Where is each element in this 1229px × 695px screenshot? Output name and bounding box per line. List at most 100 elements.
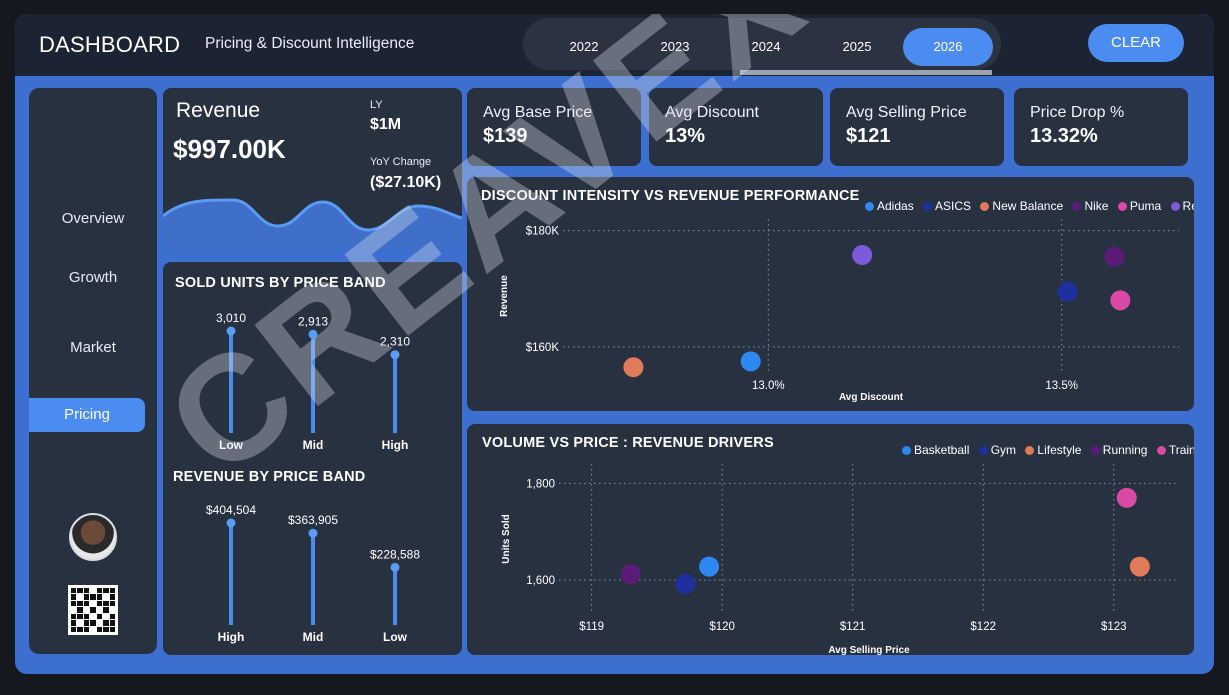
category-label: Mid [303, 630, 324, 644]
scatter-point-nike [1104, 246, 1125, 267]
data-label: $363,905 [288, 513, 338, 527]
top-bar: DASHBOARD Pricing & Discount Intelligenc… [15, 14, 1214, 76]
kpi-label: Avg Discount [665, 104, 759, 121]
legend-item-puma[interactable]: Puma [1117, 199, 1161, 213]
clear-button[interactable]: CLEAR [1088, 24, 1184, 62]
yoy-label: YoY Change [370, 156, 432, 168]
y-tick-label: $160K [526, 342, 560, 354]
volume-vs-price-chart: $119 $120 $121 $122 $123 1,600 1,800 Avg Sellin… [501, 464, 1179, 655]
bar-point [390, 562, 400, 572]
bar-point [226, 518, 236, 528]
price-band-card: SOLD UNITS BY PRICE BAND 3,010 Low 2,913 Mi… [163, 262, 462, 655]
scatter-point-new-balance [623, 357, 644, 378]
kpi-card-price-drop: Price Drop % 13.32% [1014, 88, 1188, 166]
legend-item-lifestyle[interactable]: Lifestyle [1025, 443, 1081, 457]
year-2026-button[interactable]: 2026 [903, 28, 993, 66]
category-label: Low [383, 630, 408, 644]
dashboard-frame: DASHBOARD Pricing & Discount Intelligenc… [15, 14, 1214, 674]
category-label: High [382, 438, 409, 452]
discount-vs-revenue-title: DISCOUNT INTENSITY VS REVENUE PERFORMANC… [481, 188, 860, 204]
kpi-value: 13.32% [1030, 125, 1098, 147]
x-tick-label: $122 [970, 621, 996, 633]
kpi-label: Avg Base Price [483, 104, 593, 121]
scatter-point-adidas [740, 351, 761, 372]
avatar[interactable] [69, 513, 117, 561]
qr-code-icon [68, 585, 118, 635]
sold-units-title: SOLD UNITS BY PRICE BAND [175, 275, 386, 291]
revenue-sparkline [163, 198, 462, 248]
sparkline-area [163, 200, 462, 248]
ly-label: LY [370, 99, 383, 111]
sold-units-chart: 3,010 Low 2,913 Mid 2,310 High [216, 311, 410, 452]
legend-item-gym[interactable]: Gym [978, 443, 1016, 457]
dashboard-title: DASHBOARD [39, 32, 181, 57]
discount-vs-revenue-card: DISCOUNT INTENSITY VS REVENUE PERFORMANC… [467, 177, 1194, 411]
legend-item-basketball[interactable]: Basketball [902, 443, 969, 457]
year-2022-button[interactable]: 2022 [569, 39, 599, 54]
year-2025-button[interactable]: 2025 [842, 39, 872, 54]
scatter-point-running [620, 564, 641, 585]
kpi-card-avg-discount: Avg Discount 13% [649, 88, 823, 166]
bar-point [226, 326, 236, 336]
data-label: $228,588 [370, 547, 420, 561]
brand-legend: Adidas ASICS New Balance Nike Puma Reebo… [859, 199, 1194, 213]
sidebar-item-market[interactable]: Market [70, 339, 116, 356]
x-tick-label: $121 [840, 621, 866, 633]
kpi-label: Avg Selling Price [846, 104, 967, 121]
volume-vs-price-title: VOLUME VS PRICE : REVENUE DRIVERS [482, 435, 774, 451]
dashboard-subtitle: Pricing & Discount Intelligence [205, 35, 415, 52]
year-2023-button[interactable]: 2023 [660, 39, 690, 54]
sidebar: Overview Growth Market Pricing [29, 88, 157, 654]
kpi-card-avg-base-price: Avg Base Price $139 [467, 88, 641, 166]
yoy-value: ($27.10K) [370, 174, 442, 191]
year-2024-button[interactable]: 2024 [751, 39, 781, 54]
bar-point [308, 329, 318, 339]
category-legend: Basketball Gym Lifestyle Running Trainin… [896, 443, 1194, 457]
kpi-value: $121 [846, 125, 891, 147]
data-label: 2,913 [298, 314, 328, 328]
category-label: Low [219, 438, 244, 452]
scatter-point-lifestyle [1129, 556, 1150, 577]
x-tick-label: 13.0% [752, 380, 785, 392]
legend-item-adidas[interactable]: Adidas [865, 199, 914, 213]
scatter-point-reebok [852, 245, 873, 266]
kpi-label: Price Drop % [1030, 104, 1125, 121]
kpi-value: $139 [483, 125, 528, 147]
scatter-point-training [1116, 487, 1137, 508]
sidebar-item-overview[interactable]: Overview [61, 210, 125, 227]
x-tick-label: $119 [579, 621, 604, 633]
sidebar-item-pricing[interactable]: Pricing [29, 398, 145, 432]
discount-vs-revenue-chart: 13.0% 13.5% $160K $180K Avg Discount Revenue [499, 219, 1179, 403]
legend-item-training[interactable]: Training [1156, 443, 1194, 457]
y-tick-label: 1,600 [526, 575, 555, 587]
legend-item-running[interactable]: Running [1090, 443, 1147, 457]
year-selector: 2022 2023 2024 2025 2026 [523, 18, 1001, 70]
revenue-band-title: REVENUE BY PRICE BAND [173, 469, 366, 485]
kpi-card-avg-selling-price: Avg Selling Price $121 [830, 88, 1004, 166]
sidebar-item-growth[interactable]: Growth [68, 269, 118, 286]
x-tick-label: $120 [709, 621, 735, 633]
revenue-band-chart: $404,504 High $363,905 Mid $228,588 Low [206, 503, 420, 644]
bar-point [308, 528, 318, 538]
y-tick-label: 1,800 [526, 478, 555, 490]
legend-item-new-balance[interactable]: New Balance [980, 199, 1063, 213]
revenue-label: Revenue [176, 99, 261, 122]
data-label: $404,504 [206, 503, 256, 517]
volume-vs-price-card: VOLUME VS PRICE : REVENUE DRIVERS Basket… [467, 424, 1194, 655]
data-label: 3,010 [216, 311, 246, 325]
legend-item-reebok[interactable]: Reebok [1170, 199, 1194, 213]
scatter-point-gym [675, 574, 696, 594]
x-tick-label: $123 [1101, 621, 1127, 633]
legend-item-nike[interactable]: Nike [1072, 199, 1108, 213]
y-axis-label: Units Sold [501, 514, 512, 563]
ly-value: $1M [370, 116, 402, 133]
x-tick-label: 13.5% [1045, 380, 1078, 392]
revenue-card: Revenue $997.00K LY $1M YoY Change ($27.… [163, 88, 462, 248]
legend-item-asics[interactable]: ASICS [923, 199, 971, 213]
scatter-point-puma [1110, 290, 1131, 311]
x-axis-label: Avg Selling Price [828, 645, 910, 655]
bar-point [390, 350, 400, 360]
scatter-point-asics [1057, 281, 1078, 302]
y-tick-label: $180K [526, 226, 560, 238]
y-axis-label: Revenue [499, 275, 510, 317]
